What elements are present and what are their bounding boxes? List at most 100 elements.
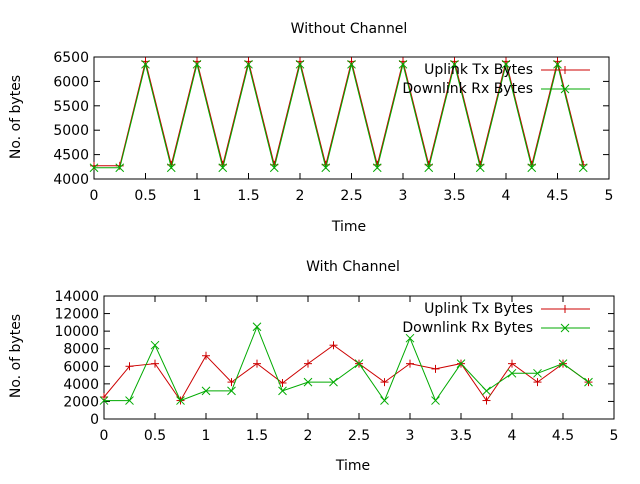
y-tick-label: 0 xyxy=(90,412,99,428)
data-point-uplink xyxy=(227,378,236,387)
series-line-downlink xyxy=(104,325,589,402)
chart-title: Without Channel xyxy=(291,21,408,37)
data-point-downlink xyxy=(380,396,389,405)
x-axis-ticks: 0 0.5 1 1.5 2 2.5 3 3.5 4 4.5 5 xyxy=(100,296,618,444)
y-tick-label: 14000 xyxy=(54,289,99,305)
legend: Uplink Tx Bytes Downlink Rx Bytes xyxy=(402,62,590,97)
x-tick-label: 1.5 xyxy=(246,428,268,444)
data-point-downlink xyxy=(347,59,356,69)
legend-marker xyxy=(561,305,569,313)
x-tick-label: 4.5 xyxy=(552,428,574,444)
chart-title: With Channel xyxy=(306,259,400,275)
data-point-downlink xyxy=(475,163,485,173)
y-tick-label: 4000 xyxy=(63,377,99,393)
y-tick-label: 5000 xyxy=(53,123,89,139)
data-point-downlink xyxy=(141,59,150,69)
data-point-downlink xyxy=(176,396,185,405)
x-tick-label: 3.5 xyxy=(450,428,472,444)
data-point-downlink xyxy=(150,340,160,350)
y-tick-label: 6500 xyxy=(53,50,89,66)
data-point-downlink xyxy=(252,322,262,332)
data-point-downlink xyxy=(507,368,517,378)
data-point-downlink xyxy=(329,377,338,387)
data-point-downlink xyxy=(501,59,511,69)
data-point-uplink xyxy=(202,351,210,360)
series-group xyxy=(99,322,593,405)
data-point-uplink xyxy=(533,378,542,387)
x-tick-label: 4 xyxy=(508,428,517,444)
x-tick-label: 0.5 xyxy=(134,188,156,204)
legend-marker xyxy=(560,323,570,333)
y-axis-label: No. of bytes xyxy=(8,75,24,159)
y-tick-label: 4000 xyxy=(53,172,89,188)
data-point-downlink xyxy=(398,59,408,69)
x-tick-label: 3 xyxy=(406,428,415,444)
data-point-downlink xyxy=(424,163,434,173)
x-tick-label: 3 xyxy=(399,188,408,204)
x-tick-label: 3.5 xyxy=(443,188,465,204)
y-tick-label: 6000 xyxy=(63,359,99,375)
data-point-downlink xyxy=(372,163,382,173)
data-point-downlink xyxy=(533,368,542,378)
chart-with-channel: With Channel No. of bytes Time 0 20004000… xyxy=(8,259,618,474)
x-tick-label: 0 xyxy=(100,428,109,444)
series-line-downlink xyxy=(94,64,584,169)
legend-label-downlink: Downlink Rx Bytes xyxy=(402,320,533,336)
data-point-downlink xyxy=(456,359,466,369)
legend-label-uplink: Uplink Tx Bytes xyxy=(424,62,533,78)
legend-label-uplink: Uplink Tx Bytes xyxy=(424,301,533,317)
data-point-uplink xyxy=(482,396,491,405)
x-tick-label: 0.5 xyxy=(144,428,166,444)
data-point-downlink xyxy=(354,359,364,369)
data-point-uplink xyxy=(329,341,338,350)
x-tick-label: 4.5 xyxy=(546,188,568,204)
data-point-uplink xyxy=(90,161,98,170)
data-point-uplink xyxy=(100,393,108,402)
data-point-downlink xyxy=(553,59,562,69)
data-point-uplink xyxy=(253,359,261,368)
data-point-downlink xyxy=(244,59,253,69)
y-axis-ticks: 4000 4500 5000 5500 6000 6500 xyxy=(53,50,609,188)
data-point-uplink xyxy=(431,364,440,373)
data-point-downlink xyxy=(405,333,415,343)
x-tick-label: 1 xyxy=(193,188,202,204)
data-point-downlink xyxy=(115,163,125,173)
x-tick-label: 2 xyxy=(296,188,305,204)
x-tick-label: 2.5 xyxy=(348,428,370,444)
x-tick-label: 4 xyxy=(502,188,511,204)
data-point-downlink xyxy=(89,163,99,173)
data-point-downlink xyxy=(201,386,211,396)
data-point-uplink xyxy=(125,362,134,371)
y-tick-label: 12000 xyxy=(54,307,99,323)
x-axis-ticks: 0 0.5 1 1.5 2 2.5 3 3.5 4 4.5 5 xyxy=(90,57,613,204)
legend-marker xyxy=(560,84,570,94)
x-tick-label: 1 xyxy=(202,428,211,444)
data-point-downlink xyxy=(166,163,176,173)
data-point-uplink xyxy=(380,378,389,387)
x-tick-label: 0 xyxy=(90,188,99,204)
data-point-downlink xyxy=(269,163,279,173)
data-point-uplink xyxy=(508,359,516,368)
data-point-downlink xyxy=(125,396,134,405)
y-tick-label: 8000 xyxy=(63,342,99,358)
data-point-downlink xyxy=(450,59,459,69)
data-point-uplink xyxy=(406,359,414,368)
y-axis-label: No. of bytes xyxy=(8,314,24,398)
data-point-downlink xyxy=(227,386,236,396)
chart-without-channel: Without Channel No. of bytes Time 4000 4 5… xyxy=(8,21,613,235)
x-axis-label: Time xyxy=(331,219,366,235)
data-point-uplink xyxy=(304,359,312,368)
data-point-downlink xyxy=(482,386,491,396)
y-tick-label: 2000 xyxy=(63,394,99,410)
y-tick-label: 6000 xyxy=(53,74,89,90)
data-point-downlink xyxy=(431,396,440,405)
data-point-downlink xyxy=(295,59,305,69)
y-tick-label: 10000 xyxy=(54,324,99,340)
y-tick-label: 5500 xyxy=(53,99,89,115)
data-point-uplink xyxy=(115,161,124,170)
data-point-downlink xyxy=(578,163,588,173)
legend-label-downlink: Downlink Rx Bytes xyxy=(402,81,533,97)
data-point-downlink xyxy=(321,163,331,173)
